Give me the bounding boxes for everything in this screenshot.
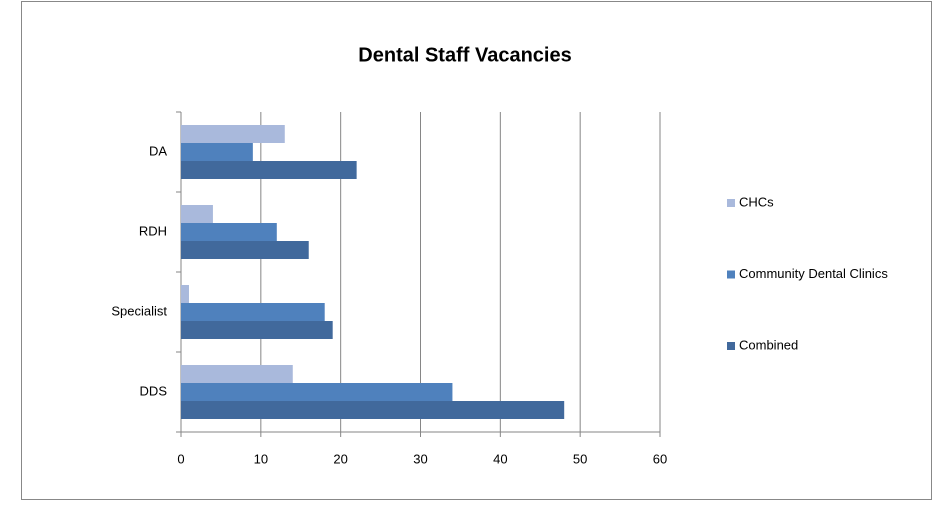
bar (181, 285, 189, 303)
bar (181, 365, 293, 383)
chart-title: Dental Staff Vacancies (358, 44, 571, 66)
bar (181, 143, 253, 161)
x-tick-label: 40 (493, 451, 507, 466)
y-tick-label: DA (149, 143, 167, 158)
bar (181, 401, 565, 419)
legend-swatch (727, 270, 735, 279)
x-tick-label: 10 (254, 451, 268, 466)
x-tick-label: 20 (333, 451, 347, 466)
legend-swatch (727, 342, 735, 350)
bar (181, 383, 453, 401)
bar (181, 205, 213, 223)
legend-swatch (727, 199, 735, 207)
bar (181, 223, 277, 241)
bar (181, 321, 333, 339)
legend-label: Community Dental Clinics (739, 266, 888, 281)
x-tick-label: 0 (177, 451, 184, 466)
bar (181, 125, 285, 143)
legend-label: Combined (739, 337, 798, 352)
x-tick-label: 30 (413, 451, 427, 466)
x-tick-label: 50 (573, 451, 587, 466)
bar (181, 161, 357, 179)
y-tick-label: RDH (139, 223, 167, 238)
bar (181, 241, 309, 259)
bar (181, 303, 325, 321)
y-tick-label: DDS (140, 383, 168, 398)
chart-frame (21, 1, 932, 500)
x-tick-label: 60 (653, 451, 667, 466)
legend-label: CHCs (739, 194, 774, 209)
y-tick-label: Specialist (111, 303, 167, 318)
